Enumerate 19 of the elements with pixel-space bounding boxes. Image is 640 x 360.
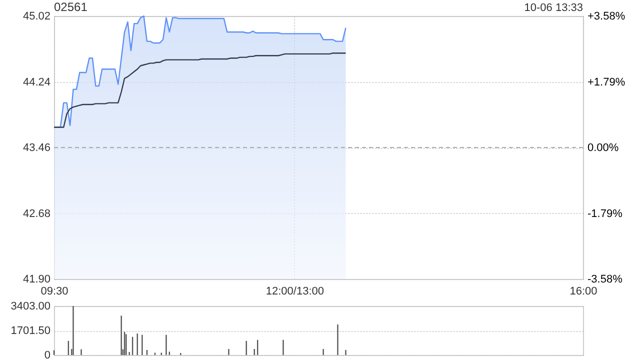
y2-tick-label: +3.58%: [588, 10, 626, 22]
y-tick-label: 41.90: [22, 274, 50, 286]
y-tick-label: 0: [44, 350, 50, 360]
x-tick-label: 09:30: [40, 286, 68, 298]
y2-tick-label: -1.79%: [588, 208, 623, 220]
x-tick-label: 12:00/13:00: [266, 286, 324, 298]
y2-tick-label: -3.58%: [588, 274, 623, 286]
y2-tick-label: +1.79%: [588, 76, 626, 88]
x-tick-label: 16:00: [570, 286, 598, 298]
y-tick-label: 3403.00: [10, 300, 50, 312]
y-tick-label: 44.24: [22, 76, 50, 88]
y2-tick-label: 0.00%: [588, 142, 619, 154]
y-tick-label: 43.46: [22, 142, 50, 154]
y-tick-label: 1701.50: [10, 325, 50, 337]
chart-title: 02561: [54, 0, 88, 14]
y-tick-label: 42.68: [22, 208, 50, 220]
y-tick-label: 45.02: [22, 10, 50, 22]
text: 10-06 13:33: [524, 1, 583, 15]
line-series: [53, 52, 346, 128]
